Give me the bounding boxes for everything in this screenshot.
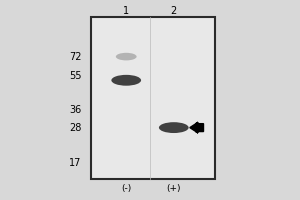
Text: 1: 1: [123, 6, 129, 16]
Text: 55: 55: [69, 71, 82, 81]
Text: (+): (+): [167, 184, 181, 193]
Text: (-): (-): [121, 184, 131, 193]
Bar: [91, 17, 215, 179]
Ellipse shape: [111, 75, 141, 86]
FancyArrow shape: [190, 122, 203, 133]
Text: 2: 2: [171, 6, 177, 16]
Text: 17: 17: [69, 158, 82, 168]
Ellipse shape: [159, 122, 189, 133]
Text: 28: 28: [69, 123, 82, 133]
Text: 72: 72: [69, 52, 82, 62]
Ellipse shape: [116, 53, 136, 60]
Text: 36: 36: [69, 105, 82, 115]
